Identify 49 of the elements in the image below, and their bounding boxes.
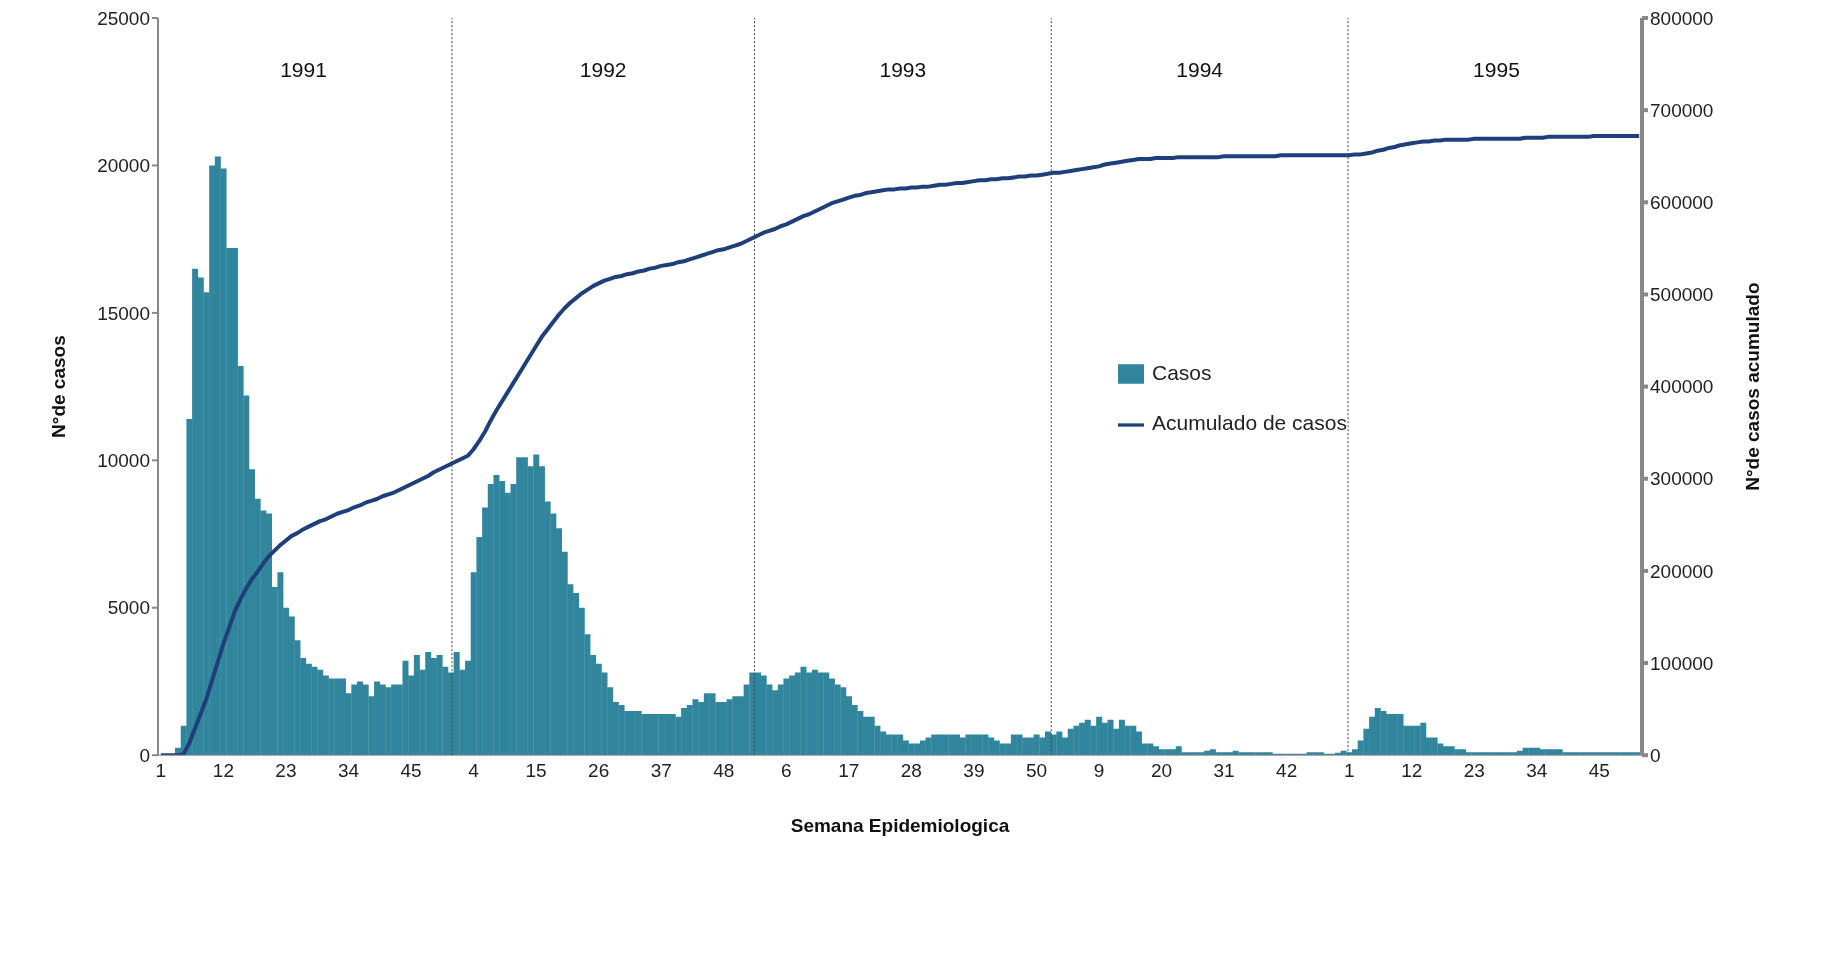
x-tick-label: 26 <box>588 759 610 781</box>
y2-tick-label: 800000 <box>1650 7 1714 29</box>
x-tick-label: 45 <box>1588 759 1610 781</box>
annotation: 1994 <box>1176 58 1224 82</box>
y-tick-label: 5000 <box>107 597 150 619</box>
x-tick-label: 4 <box>468 759 480 781</box>
x-tick-label: 12 <box>212 759 234 781</box>
x-tick-label: 9 <box>1093 759 1105 781</box>
x-tick-label: 20 <box>1150 759 1173 781</box>
x-tick-label: 34 <box>337 759 360 781</box>
y-tick-label: 0 <box>139 744 150 766</box>
x-tick-label: 39 <box>963 759 985 781</box>
annotation: 1991 <box>280 58 327 82</box>
legend-label: Acumulado de casos <box>1152 411 1347 435</box>
x-tick-label: 48 <box>713 759 735 781</box>
y2-tick-label: 100000 <box>1650 652 1714 674</box>
x-tick-label: 31 <box>1213 759 1235 781</box>
x-tick-label: 1 <box>155 759 167 781</box>
x-tick-label: 17 <box>838 759 860 781</box>
y2-tick-label: 200000 <box>1650 560 1714 582</box>
x-axis-title: Semana Epidemiologica <box>790 815 1010 837</box>
y2-tick-label: 500000 <box>1650 284 1714 306</box>
y2-tick-label: 700000 <box>1650 99 1714 121</box>
x-tick-label: 45 <box>400 759 422 781</box>
x-tick-label: 23 <box>1463 759 1485 781</box>
x-tick-label: 28 <box>900 759 922 781</box>
x-tick-label: 12 <box>1401 759 1423 781</box>
y-axis-title: N°de casos <box>47 335 69 438</box>
annotation: 1995 <box>1473 58 1520 82</box>
y2-tick-label: 300000 <box>1650 468 1714 490</box>
y-tick-label: 15000 <box>97 302 150 324</box>
x-tick-label: 50 <box>1025 759 1048 781</box>
y2-axis-title: N°de casos acumulado <box>1741 282 1763 491</box>
y2-tick-label: 600000 <box>1650 192 1714 214</box>
x-tick-label: 34 <box>1526 759 1548 781</box>
x-tick-label: 42 <box>1276 759 1298 781</box>
x-tick-label: 15 <box>525 759 547 781</box>
y2-tick-label: 400000 <box>1650 376 1714 398</box>
x-tick-label: 37 <box>650 759 672 781</box>
y-tick-label: 25000 <box>97 7 150 29</box>
annotation: 1992 <box>579 58 627 82</box>
y-tick-label: 20000 <box>97 155 150 177</box>
x-tick-label: 23 <box>275 759 297 781</box>
x-tick-label: 1 <box>1343 759 1355 781</box>
x-tick-label: 6 <box>780 759 792 781</box>
annotation: 1993 <box>879 58 927 82</box>
legend-label: Casos <box>1152 361 1212 384</box>
y-tick-label: 10000 <box>97 450 150 472</box>
y2-tick-label: 0 <box>1650 744 1661 766</box>
